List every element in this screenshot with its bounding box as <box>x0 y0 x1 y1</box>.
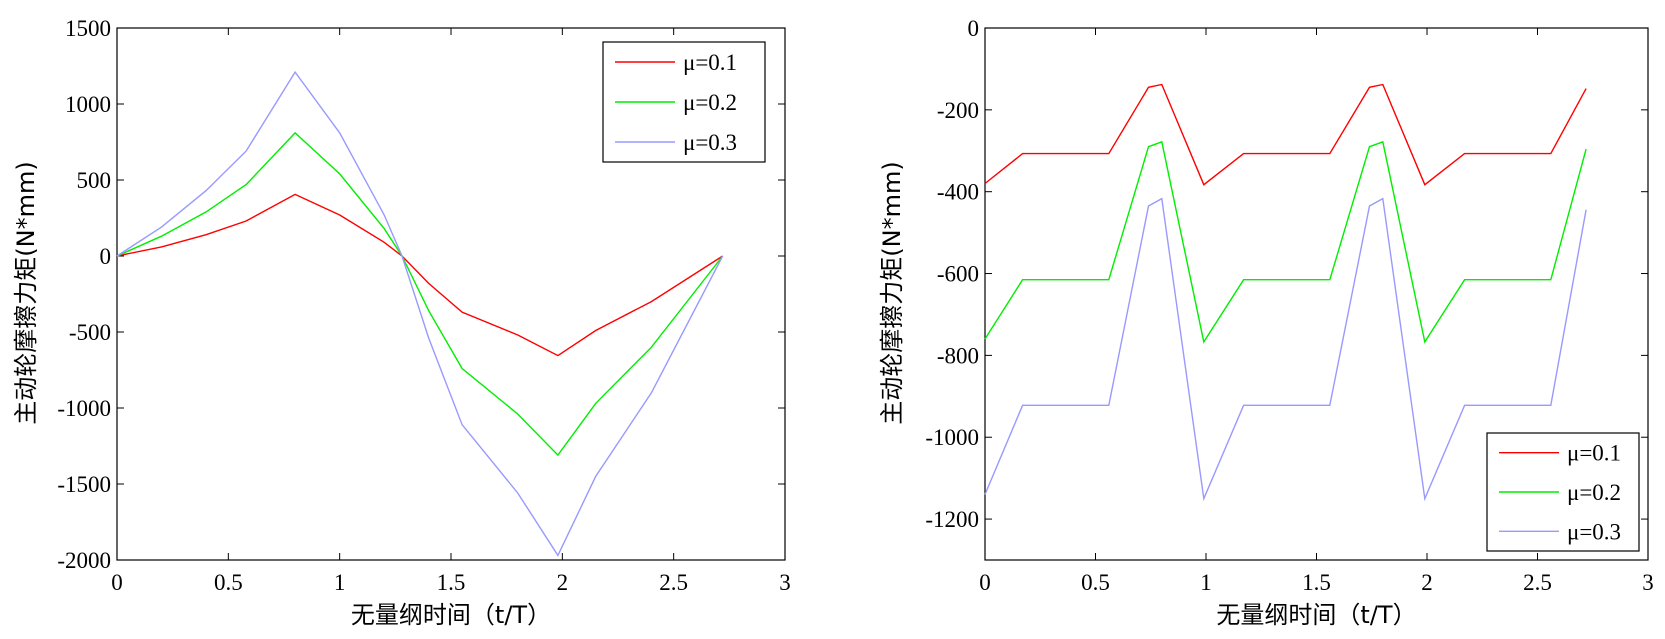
series-line-1 <box>116 193 724 357</box>
x-tick-label: 2.5 <box>1523 570 1552 595</box>
x-tick-label: 1.5 <box>437 570 466 595</box>
x-tick-label: 1 <box>1200 570 1212 595</box>
x-tick-label: 1.5 <box>1302 570 1331 595</box>
legend: μ=0.1 μ=0.2 μ=0.3 <box>1486 432 1640 552</box>
legend-entry-label: μ=0.1 <box>683 50 737 75</box>
x-axis-label: 无量纲时间（t/T） <box>351 601 551 629</box>
y-axis-label: 主动轮摩擦力矩(N*mm) <box>878 161 906 424</box>
y-tick-label: -200 <box>937 98 979 123</box>
legend-entry-label: μ=0.1 <box>1567 441 1621 466</box>
y-tick-label: -800 <box>937 343 979 368</box>
y-tick-label: 0 <box>100 244 112 269</box>
legend-entry-label: μ=0.3 <box>683 130 737 155</box>
x-tick-label: 2 <box>1421 570 1433 595</box>
y-tick-label: -600 <box>937 262 979 287</box>
y-tick-label: 0 <box>968 16 980 41</box>
legend-entry-label: μ=0.2 <box>1567 480 1621 505</box>
x-tick-label: 0 <box>979 570 991 595</box>
y-tick-label: -400 <box>937 180 979 205</box>
x-tick-label: 2.5 <box>659 570 688 595</box>
legend-entry-label: μ=0.2 <box>683 90 737 115</box>
y-tick-label: -1200 <box>925 507 979 532</box>
y-tick-label: -500 <box>69 320 111 345</box>
y-tick-label: -1500 <box>57 472 111 497</box>
x-tick-label: 0 <box>111 570 123 595</box>
series-line-3 <box>116 70 724 557</box>
y-tick-label: -1000 <box>925 425 979 450</box>
y-tick-label: -2000 <box>57 548 111 573</box>
chart-2: 0 0.5 1 1.5 2 2.5 3 0 -200 -400 -600 -800 -1000 -1200… <box>878 16 1654 629</box>
chart-1: 0 0.5 1 1.5 2 2.5 3 1500 1000 500 0 -500 -1000 -1500 -… <box>12 16 791 629</box>
y-tick-label: -1000 <box>57 396 111 421</box>
x-tick-label: 3 <box>779 570 791 595</box>
y-tick-label: 1500 <box>65 16 111 41</box>
legend-entry-label: μ=0.3 <box>1567 519 1621 544</box>
x-axis-label: 无量纲时间（t/T） <box>1216 601 1416 629</box>
series-line-2 <box>116 131 724 457</box>
legend: μ=0.1 μ=0.2 μ=0.3 <box>602 41 766 163</box>
x-tick-label: 1 <box>334 570 346 595</box>
x-tick-label: 0.5 <box>214 570 243 595</box>
series-line-3 <box>984 197 1587 502</box>
x-tick-label: 2 <box>557 570 569 595</box>
x-tick-label: 3 <box>1642 570 1654 595</box>
y-axis-label: 主动轮摩擦力矩(N*mm) <box>12 161 40 424</box>
y-tick-label: 500 <box>77 168 112 193</box>
series-line-1 <box>984 83 1587 186</box>
y-tick-label: 1000 <box>65 92 111 117</box>
x-tick-label: 0.5 <box>1081 570 1110 595</box>
series-line-2 <box>984 140 1587 344</box>
